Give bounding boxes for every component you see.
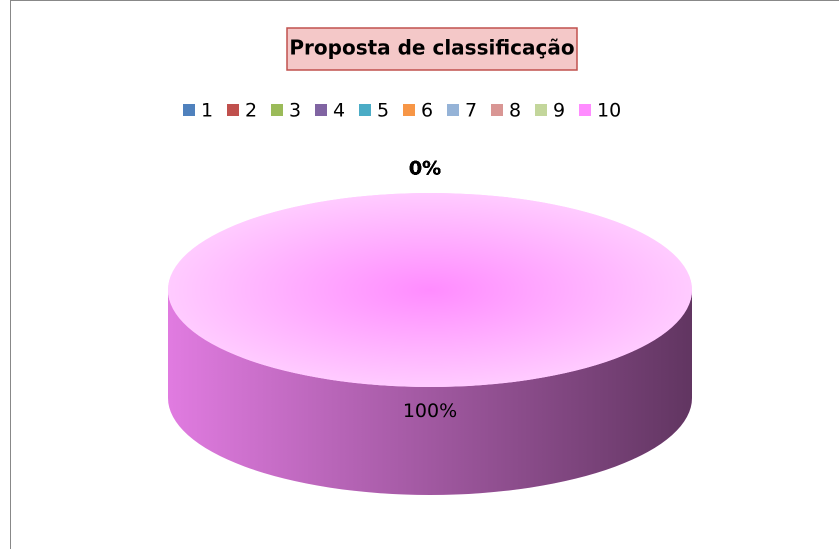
- legend-label: 9: [553, 100, 565, 122]
- data-label: 0%: [409, 157, 441, 179]
- legend-swatch: [227, 104, 239, 116]
- data-label: 0%: [409, 157, 441, 179]
- data-label: 0%: [409, 157, 441, 179]
- legend-label: 1: [201, 100, 213, 122]
- legend-swatch: [315, 104, 327, 116]
- legend-swatch: [447, 104, 459, 116]
- legend-swatch: [491, 104, 503, 116]
- data-label: 0%: [409, 157, 441, 179]
- legend-swatch: [403, 104, 415, 116]
- data-label: 0%: [409, 157, 441, 179]
- data-label: 0%: [409, 157, 441, 179]
- legend-label: 5: [377, 100, 389, 122]
- data-label: 0%: [409, 157, 441, 179]
- pie-side-shade: [168, 290, 692, 495]
- legend-label: 10: [597, 100, 621, 122]
- legend-swatch: [579, 104, 591, 116]
- legend-swatch: [535, 104, 547, 116]
- legend-label: 6: [421, 100, 433, 122]
- legend-swatch: [359, 104, 371, 116]
- data-label: 100%: [403, 400, 457, 422]
- legend-label: 3: [289, 100, 301, 122]
- legend-label: 2: [245, 100, 257, 122]
- legend-swatch: [183, 104, 195, 116]
- chart-title: Proposta de classificação: [289, 36, 574, 60]
- legend-label: 7: [465, 100, 477, 122]
- data-label: 0%: [409, 157, 441, 179]
- pie-shine: [168, 193, 692, 387]
- title-box: [286, 27, 578, 71]
- data-label: 0%: [409, 157, 441, 179]
- legend-label: 4: [333, 100, 345, 122]
- legend-label: 8: [509, 100, 521, 122]
- legend-swatch: [271, 104, 283, 116]
